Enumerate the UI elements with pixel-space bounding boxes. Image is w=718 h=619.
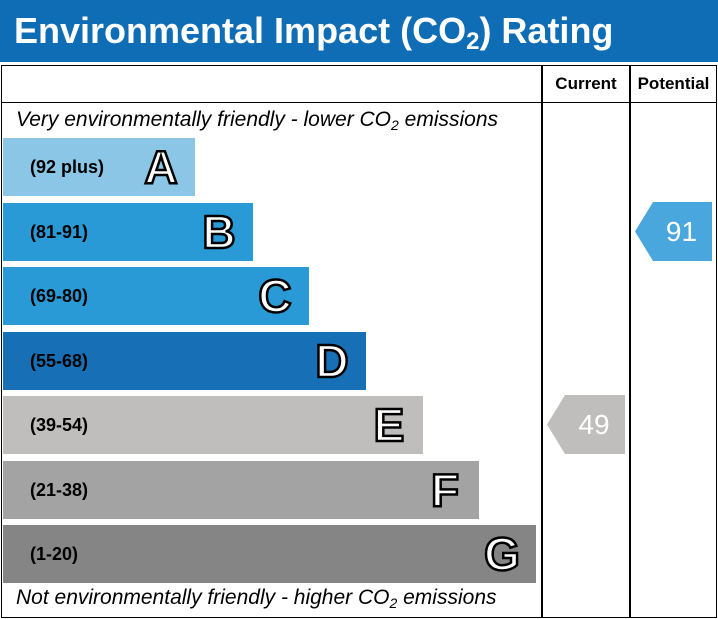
band-c: (69-80) C bbox=[3, 267, 309, 325]
potential-rating-arrow: 91 bbox=[635, 202, 712, 261]
current-rating-arrow-polygon bbox=[547, 395, 625, 454]
band-e: (39-54) E bbox=[3, 396, 423, 454]
bottom-note-text: Not environmentally friendly - higher CO bbox=[16, 586, 390, 609]
band-range-label: (69-80) bbox=[30, 286, 89, 306]
top-note-text: Very environmentally friendly - lower CO bbox=[16, 108, 392, 131]
band-b: (81-91) B bbox=[3, 203, 253, 261]
top-note-text-end: emissions bbox=[398, 108, 499, 131]
current-column-divider bbox=[541, 66, 543, 617]
band-range-label: (1-20) bbox=[30, 544, 79, 564]
potential-column-header: Potential bbox=[637, 74, 710, 93]
page-title: Environmental Impact (CO2) Rating bbox=[0, 0, 718, 62]
band-range-label: (55-68) bbox=[30, 351, 89, 371]
band-f: (21-38) F bbox=[3, 461, 479, 519]
top-note: Very environmentally friendly - lower CO… bbox=[16, 108, 498, 133]
band-range-label: (92 plus) bbox=[30, 157, 105, 177]
band-letter: G bbox=[483, 527, 521, 582]
band-letter: D bbox=[314, 334, 350, 389]
header-divider bbox=[2, 102, 716, 103]
title-subscript: 2 bbox=[466, 28, 480, 55]
current-rating-arrow-value: 49 bbox=[578, 409, 610, 440]
top-note-subscript: 2 bbox=[391, 117, 399, 133]
title-text-end: ) Rating bbox=[479, 10, 614, 51]
band-a: (92 plus) A bbox=[3, 138, 195, 196]
band-range-label: (21-38) bbox=[30, 480, 89, 500]
bottom-note-text-end: emissions bbox=[397, 586, 497, 609]
current-column-header: Current bbox=[555, 74, 617, 93]
potential-rating-arrow-value: 91 bbox=[665, 216, 698, 247]
band-letter: B bbox=[201, 205, 237, 260]
current-rating-arrow-shape bbox=[547, 395, 625, 454]
title-text: Environmental Impact (CO bbox=[14, 10, 467, 51]
current-rating-arrow: 49 bbox=[547, 395, 625, 454]
band-range-label: (81-91) bbox=[30, 222, 89, 242]
potential-column-divider bbox=[629, 66, 631, 617]
band-range-label: (39-54) bbox=[30, 415, 89, 435]
potential-rating-arrow-shape bbox=[635, 202, 712, 261]
band-g: (1-20) G bbox=[3, 525, 536, 583]
band-letter: C bbox=[257, 269, 293, 324]
bottom-note-subscript: 2 bbox=[389, 595, 398, 611]
rating-chart: Current Potential Very environmentally f… bbox=[1, 65, 717, 618]
band-letter: A bbox=[143, 140, 179, 195]
band-d: (55-68) D bbox=[3, 332, 366, 390]
band-letter: F bbox=[430, 463, 461, 518]
band-letter: E bbox=[372, 398, 405, 453]
bottom-note: Not environmentally friendly - higher CO… bbox=[16, 586, 497, 611]
potential-rating-arrow-polygon bbox=[635, 202, 712, 261]
